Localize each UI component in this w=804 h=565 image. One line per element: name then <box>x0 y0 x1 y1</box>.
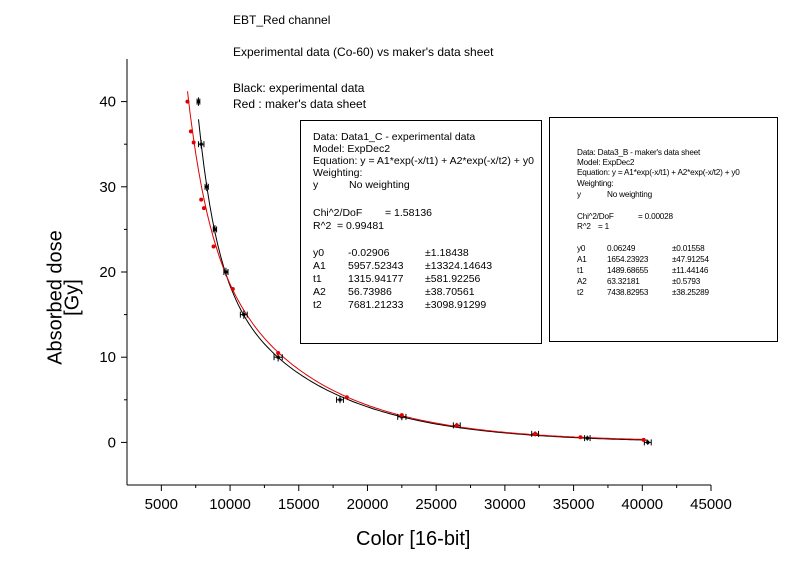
param-error: ±1.18438 <box>425 247 469 259</box>
data-point-datasheet <box>578 435 583 440</box>
param-name: t1 <box>577 266 584 275</box>
data-point-datasheet <box>230 287 235 292</box>
data-point-datasheet <box>454 423 459 428</box>
param-name: A2 <box>313 286 326 298</box>
fit-curve-datasheet <box>187 91 644 440</box>
fit-weighting-y: y <box>313 179 319 191</box>
y-axis-title-line-2: [Gy] <box>61 279 84 316</box>
param-error: ±581.92256 <box>425 273 481 285</box>
fit-results-box-datasheet: Data: Data3_B - maker's data sheet Model… <box>549 117 778 342</box>
y-tick-label: 30 <box>99 179 116 196</box>
param-value: 1489.68655 <box>607 266 649 275</box>
x-tick-label: 40000 <box>621 496 663 513</box>
param-value: 7681.21233 <box>348 299 404 311</box>
param-value: 7438.82953 <box>607 288 649 297</box>
x-tick-label: 35000 <box>553 496 595 513</box>
fit-chi-value: = 1.58136 <box>385 207 433 219</box>
data-point-datasheet <box>399 413 404 418</box>
data-point-datasheet <box>533 431 538 436</box>
x-tick-label: 25000 <box>415 496 457 513</box>
fit-model-label: Model: ExpDec2 <box>577 158 635 167</box>
fit-weighting-label: Weighting: <box>577 179 614 188</box>
fit-r2-value: = 0.99481 <box>337 220 385 232</box>
data-point-datasheet <box>188 129 193 134</box>
fit-chi-value: = 0.00028 <box>638 212 673 221</box>
param-value: 0.06249 <box>607 244 636 253</box>
fit-data-label: Data: Data1_C - experimental data <box>313 131 476 143</box>
legend-text-black: Black: experimental data <box>233 81 365 95</box>
fit-equation-label: Equation: y = A1*exp(-x/t1) + A2*exp(-x/… <box>577 168 740 177</box>
param-error: ±3098.91299 <box>425 299 487 311</box>
data-point-datasheet <box>641 437 646 442</box>
fit-weighting-y: y <box>577 190 581 199</box>
param-name: t2 <box>313 299 322 311</box>
data-point-datasheet <box>344 395 349 400</box>
x-axis-title: Color [16-bit] <box>356 528 471 550</box>
data-point-datasheet <box>191 140 196 145</box>
fit-curve-experimental <box>198 119 648 441</box>
param-error: ±0.01558 <box>672 244 705 253</box>
param-error: ±13324.14643 <box>425 260 493 272</box>
data-point-datasheet <box>199 197 204 202</box>
x-tick-label: 15000 <box>278 496 320 513</box>
data-point-datasheet <box>211 244 216 249</box>
x-tick-label: 30000 <box>484 496 526 513</box>
fit-equation-label: Equation: y = A1*exp(-x/t1) + A2*exp(-x/… <box>313 155 534 167</box>
param-name: y0 <box>577 244 586 253</box>
param-name: t2 <box>577 288 584 297</box>
param-name: A1 <box>577 255 587 264</box>
fit-weighting-value: No weighting <box>349 179 410 191</box>
data-point-experimental <box>204 182 209 192</box>
param-error: ±38.25289 <box>672 288 709 297</box>
fit-weighting-value: No weighting <box>607 190 652 199</box>
y-tick-label: 10 <box>99 349 116 366</box>
y-tick-label: 0 <box>108 434 116 451</box>
param-value: 5957.52343 <box>348 260 404 272</box>
fit-data-label: Data: Data3_B - maker's data sheet <box>577 148 701 157</box>
fit-chi-label: Chi^2/DoF <box>577 212 614 221</box>
data-point-datasheet <box>201 206 206 211</box>
fit-chi-label: Chi^2/DoF <box>313 207 363 219</box>
chart-title-line-1: EBT_Red channel <box>233 13 331 27</box>
param-error: ±38.70561 <box>425 286 475 298</box>
x-tick-label: 20000 <box>347 496 389 513</box>
data-point-datasheet <box>185 99 190 104</box>
param-name: A2 <box>577 277 587 286</box>
param-error: ±47.91254 <box>672 255 709 264</box>
data-point-datasheet <box>276 350 281 355</box>
param-value: 1654.23923 <box>607 255 649 264</box>
param-value: 56.73986 <box>348 286 392 298</box>
y-tick-label: 20 <box>99 264 116 281</box>
param-name: y0 <box>313 247 325 259</box>
fit-r2-label: R^2 <box>577 222 591 231</box>
data-point-experimental <box>584 435 591 442</box>
param-value: -0.02906 <box>348 247 390 259</box>
param-error: ±0.5793 <box>672 277 701 286</box>
param-value: 63.32181 <box>607 277 640 286</box>
fit-results-box-experimental: Data: Data1_C - experimental data Model:… <box>300 120 542 344</box>
x-tick-label: 45000 <box>690 496 732 513</box>
param-value: 1315.94177 <box>348 273 404 285</box>
data-point-experimental <box>336 396 344 404</box>
legend-text-red: Red : maker's data sheet <box>233 97 367 111</box>
chart-title-line-2: Experimental data (Co-60) vs maker's dat… <box>233 45 494 59</box>
x-tick-label: 10000 <box>209 496 251 513</box>
fit-weighting-label: Weighting: <box>313 167 363 179</box>
data-point-experimental <box>239 310 248 319</box>
data-point-experimental <box>197 139 205 149</box>
data-point-experimental <box>643 439 652 446</box>
data-point-experimental <box>212 225 218 234</box>
param-name: t1 <box>313 273 322 285</box>
param-name: A1 <box>313 260 326 272</box>
x-tick-label: 5000 <box>145 496 178 513</box>
fit-r2-value: = 1 <box>598 222 610 231</box>
param-error: ±11.44146 <box>672 266 709 275</box>
fit-r2-label: R^2 <box>313 220 332 232</box>
data-point-experimental <box>196 97 201 106</box>
data-point-experimental <box>223 267 229 277</box>
y-tick-label: 40 <box>99 94 116 111</box>
fit-model-label: Model: ExpDec2 <box>313 143 391 155</box>
